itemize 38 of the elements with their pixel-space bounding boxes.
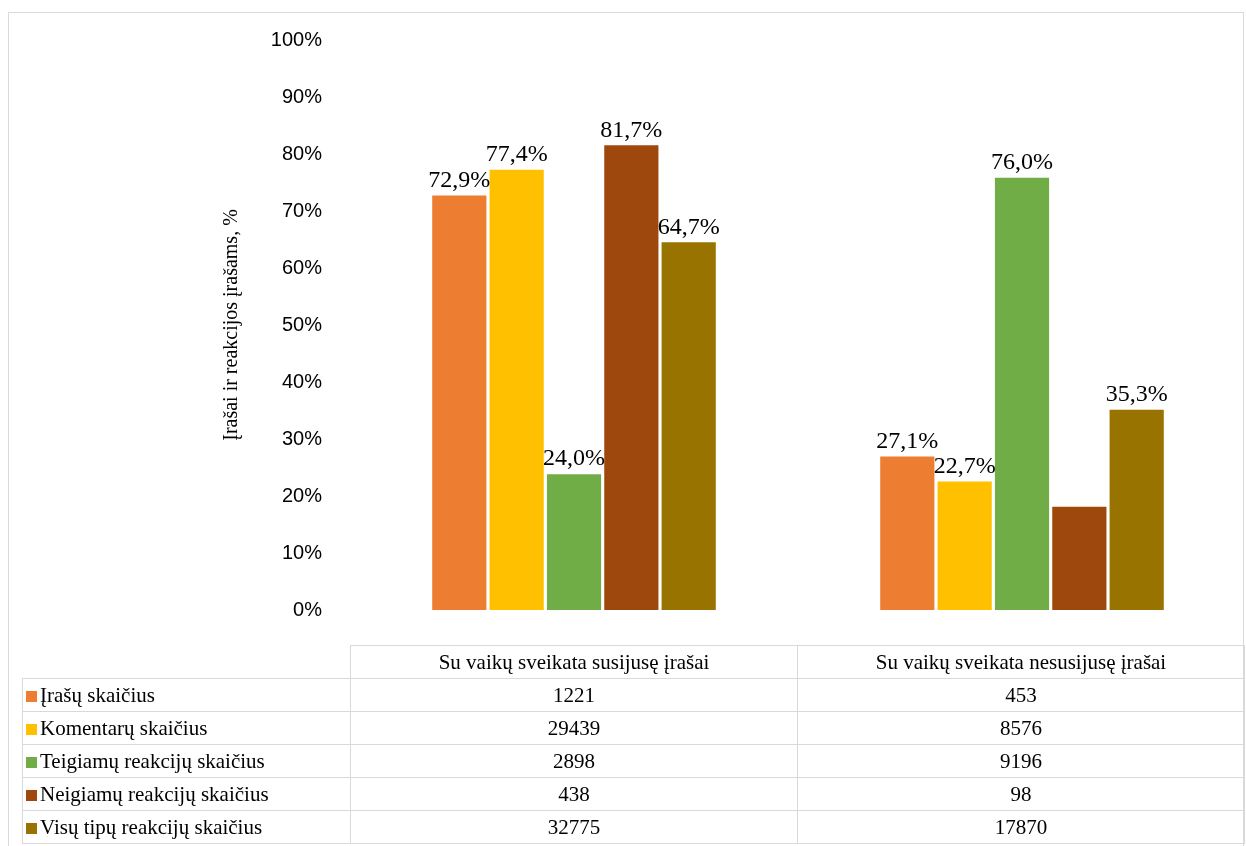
data-label: 81,7%	[600, 115, 663, 142]
y-tick-label: 70%	[281, 198, 323, 221]
y-tick-label: 0%	[293, 597, 323, 620]
x-tick-label: Su vaikų sveikata susijusę įrašai	[350, 645, 798, 679]
data-label: 64,7%	[657, 212, 720, 239]
y-tick-label: 60%	[281, 255, 323, 278]
data-label: 22,7%	[933, 451, 996, 478]
data-label: 72,9%	[428, 165, 491, 192]
y-tick-label: 90%	[281, 84, 323, 107]
data-label: 24,0%	[543, 444, 605, 471]
data-label: 27,1%	[876, 426, 939, 453]
data-label: 76,0%	[991, 148, 1053, 175]
y-tick-label: 20%	[281, 483, 323, 506]
text: 32775	[350, 810, 798, 844]
y-tick-label: 30%	[281, 426, 323, 449]
legend-label: Visų tipų reakcijų skaičius	[22, 810, 351, 844]
data-label: 77,4%	[485, 140, 548, 167]
y-tick-label: 40%	[281, 369, 323, 392]
legend-label: Įrašų skaičius	[22, 678, 351, 712]
text: 17870	[797, 810, 1245, 844]
y-tick-label: 100%	[270, 27, 323, 50]
text: 1221	[350, 678, 798, 712]
y-tick-label: 50%	[281, 312, 323, 335]
text: 8576	[797, 711, 1245, 745]
legend-label: Teigiamų reakcijų skaičius	[22, 744, 351, 778]
y-tick-label: 10%	[281, 540, 323, 563]
data-label: 35,3%	[1105, 380, 1168, 407]
text: 2898	[350, 744, 798, 778]
legend-label: Neigiamų reakcijų skaičius	[22, 777, 351, 811]
y-tick-label: 80%	[281, 141, 323, 164]
text: 438	[350, 777, 798, 811]
text: 9196	[797, 744, 1245, 778]
y-axis-title: Įrašai ir reakcijos įrašams, %	[219, 209, 243, 441]
text: 98	[797, 777, 1245, 811]
legend-label: Komentarų skaičius	[22, 711, 351, 745]
text: 29439	[350, 711, 798, 745]
x-tick-label: Su vaikų sveikata nesusijusę įrašai	[797, 645, 1245, 679]
text: 453	[797, 678, 1245, 712]
